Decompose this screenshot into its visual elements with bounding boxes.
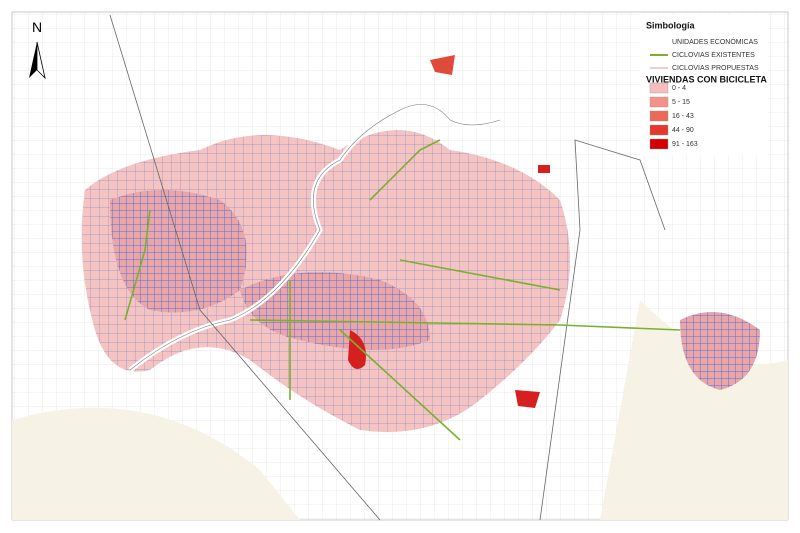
terrain (600, 300, 788, 520)
legend-swatch (649, 138, 669, 150)
terrain (12, 407, 300, 520)
north-arrow: N (29, 19, 46, 80)
legend-swatch (649, 96, 669, 108)
housing-zone (515, 390, 540, 408)
legend-item: CICLOVIAS EXISTENTES (672, 52, 755, 59)
legend-item: CICLOVIAS PROPUESTAS (672, 65, 759, 72)
legend-class: 91 - 163 (672, 141, 698, 148)
highway (539, 229, 581, 521)
north-label: N (32, 19, 42, 35)
legend-class: 44 - 90 (672, 127, 694, 134)
legend-section: VIVIENDAS CON BICICLETA (646, 74, 767, 84)
urban-area (680, 312, 760, 390)
housing-zone (348, 330, 366, 369)
legend-item: UNIDADES ECONÓMICAS (672, 37, 758, 46)
legend-swatch (649, 110, 669, 122)
bike-lane-existing (124, 139, 681, 441)
legend-class: 0 - 4 (672, 85, 686, 92)
highway (109, 14, 381, 521)
legend: Simbología VIVIENDAS CON BICICLETA UNIDA… (640, 14, 768, 156)
river-bank (129, 104, 501, 371)
housing-zone (430, 55, 455, 75)
legend-class: 16 - 43 (672, 113, 694, 120)
housing-zone (538, 165, 550, 173)
urban-core (110, 190, 247, 313)
legend-swatch (649, 82, 669, 94)
urban-core (240, 272, 430, 350)
legend-swatch (649, 124, 669, 136)
legend-title: Simbología (646, 20, 695, 30)
highway (574, 139, 666, 231)
legend-class: 5 - 15 (672, 99, 690, 106)
